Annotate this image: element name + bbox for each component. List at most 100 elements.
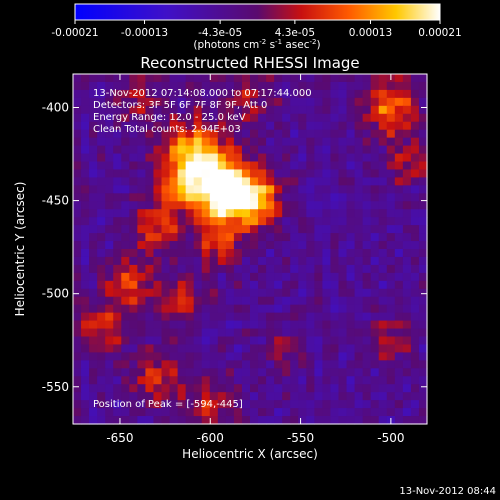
heatmap-cell: [394, 376, 404, 385]
heatmap-cell: [378, 336, 388, 346]
heatmap-cell: [177, 368, 187, 377]
heatmap-cell: [153, 153, 163, 163]
heatmap-cell: [97, 416, 106, 425]
heatmap-cell: [129, 352, 138, 361]
heatmap-cell: [306, 408, 315, 417]
heatmap-cell: [81, 400, 90, 409]
heatmap-cell: [233, 74, 243, 83]
heatmap-cell: [370, 177, 380, 186]
heatmap-cell: [402, 336, 412, 346]
heatmap-cell: [137, 153, 147, 163]
heatmap-cell: [129, 360, 138, 369]
heatmap-cell: [290, 296, 299, 306]
heatmap-cell: [346, 241, 356, 250]
heatmap-cell: [97, 304, 106, 314]
heatmap-cell: [394, 280, 404, 290]
heatmap-cell: [161, 416, 171, 425]
heatmap-cell: [161, 392, 171, 401]
heatmap-cell: [394, 97, 404, 107]
heatmap-cell: [225, 352, 235, 361]
heatmap-cell: [169, 272, 179, 282]
heatmap-cell: [346, 376, 356, 385]
heatmap-cell: [97, 74, 106, 83]
heatmap-cell: [370, 121, 380, 131]
heatmap-cell: [346, 249, 356, 258]
heatmap-cell: [153, 209, 163, 218]
heatmap-cell: [418, 169, 428, 178]
heatmap-cell: [306, 177, 315, 186]
heatmap-cell: [145, 153, 155, 163]
heatmap-cell: [73, 113, 82, 123]
heatmap-cell: [322, 352, 332, 361]
heatmap-cell: [89, 129, 98, 139]
heatmap-cell: [153, 145, 163, 155]
heatmap-cell: [81, 121, 90, 131]
heatmap-cell: [362, 113, 372, 123]
heatmap-cell: [233, 217, 243, 226]
heatmap-cell: [185, 368, 195, 377]
heatmap-cell: [274, 256, 283, 266]
heatmap-cell: [225, 384, 235, 393]
heatmap-cell: [161, 241, 171, 250]
heatmap-cell: [137, 400, 147, 409]
heatmap-cell: [217, 105, 227, 115]
heatmap-cell: [225, 89, 235, 99]
heatmap-cell: [258, 233, 267, 242]
heatmap-cell: [153, 296, 163, 306]
heatmap-cell: [378, 105, 388, 115]
heatmap-cell: [418, 272, 428, 282]
heatmap-cell: [410, 304, 420, 314]
heatmap-cell: [338, 137, 348, 147]
heatmap-cell: [193, 105, 203, 115]
heatmap-cell: [81, 97, 90, 107]
heatmap-cell: [418, 360, 428, 369]
heatmap-cell: [113, 336, 122, 346]
heatmap-cell: [161, 225, 171, 234]
heatmap-cell: [73, 185, 82, 194]
heatmap-cell: [338, 81, 348, 91]
heatmap-cell: [274, 121, 283, 131]
heatmap-cell: [354, 81, 364, 91]
heatmap-cell: [137, 137, 147, 147]
heatmap-cell: [201, 225, 211, 234]
heatmap-cell: [161, 137, 171, 147]
heatmap-cell: [362, 81, 372, 91]
heatmap-cell: [306, 74, 315, 83]
heatmap-cell: [258, 416, 267, 425]
heatmap-cell: [161, 129, 171, 139]
heatmap-cell: [418, 209, 428, 218]
heatmap-cell: [89, 153, 98, 163]
heatmap-cell: [145, 384, 155, 393]
heatmap-cell: [137, 74, 147, 83]
heatmap-cell: [378, 81, 388, 91]
heatmap-cell: [346, 193, 356, 202]
heatmap-cell: [113, 256, 122, 266]
heatmap-cell: [346, 129, 356, 139]
heatmap-cell: [330, 328, 340, 338]
heatmap-cell: [137, 256, 147, 266]
heatmap-cell: [250, 249, 259, 258]
heatmap-cell: [209, 264, 219, 274]
heatmap-cell: [241, 113, 251, 123]
heatmap-cell: [258, 368, 267, 377]
heatmap-cell: [282, 74, 291, 83]
heatmap-cell: [378, 193, 388, 202]
heatmap-cell: [354, 280, 364, 290]
heatmap-cell: [137, 185, 147, 194]
heatmap-cell: [153, 169, 163, 178]
heatmap-cell: [298, 304, 307, 314]
heatmap-cell: [209, 145, 219, 155]
heatmap-cell: [121, 288, 130, 298]
heatmap-cell: [394, 185, 404, 194]
heatmap-cell: [121, 105, 130, 115]
heatmap-cell: [354, 336, 364, 346]
heatmap-cell: [314, 74, 324, 83]
heatmap-cell: [113, 225, 122, 234]
heatmap-cell: [161, 177, 171, 186]
heatmap-cell: [258, 392, 267, 401]
heatmap-cell: [201, 408, 211, 417]
heatmap-cell: [241, 137, 251, 147]
heatmap-cell: [258, 352, 267, 361]
heatmap-cell: [314, 304, 324, 314]
colorbar-units: (photons cm-2 s-1 asec-2): [193, 38, 320, 51]
